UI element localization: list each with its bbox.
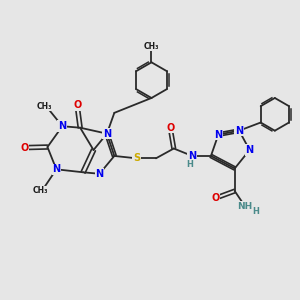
Text: NH: NH: [238, 202, 253, 211]
Text: N: N: [58, 121, 66, 131]
Text: N: N: [95, 169, 104, 179]
Text: CH₃: CH₃: [144, 42, 159, 51]
Text: CH₃: CH₃: [32, 186, 48, 195]
Text: H: H: [186, 160, 193, 169]
Text: O: O: [20, 142, 29, 153]
Text: N: N: [188, 151, 196, 161]
Text: O: O: [166, 123, 174, 133]
Text: CH₃: CH₃: [36, 102, 52, 111]
Text: O: O: [73, 100, 81, 110]
Text: H: H: [252, 207, 259, 216]
Text: N: N: [214, 130, 222, 140]
Text: N: N: [235, 126, 243, 136]
Text: O: O: [211, 193, 220, 203]
Text: N: N: [52, 164, 60, 174]
Text: N: N: [245, 145, 253, 155]
Text: S: S: [133, 153, 140, 163]
Text: N: N: [103, 129, 111, 139]
